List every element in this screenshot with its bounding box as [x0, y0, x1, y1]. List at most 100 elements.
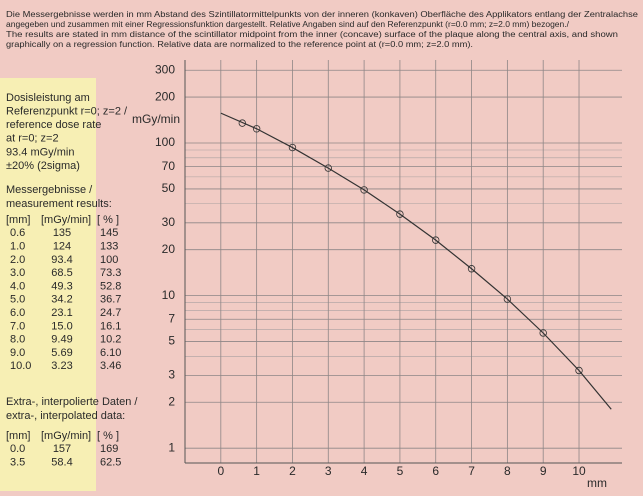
y-tick-label: 100 — [155, 135, 175, 149]
y-tick-label: 2 — [168, 394, 175, 408]
y-tick-label: 20 — [162, 242, 176, 256]
table-cell: 135 — [53, 227, 71, 239]
table-cell: 169 — [100, 443, 118, 455]
table-cell: 5.0 — [10, 294, 25, 306]
table-cell: 3.46 — [100, 360, 121, 372]
measured-point — [396, 210, 404, 218]
measured-point — [238, 119, 247, 127]
table-cell: 93.4 — [51, 254, 72, 266]
table-cell: 6.10 — [100, 347, 121, 359]
y-tick-label: 300 — [155, 62, 175, 76]
panel-text: Extra-, interpolierte Daten / — [6, 396, 138, 408]
table-cell: 24.7 — [100, 307, 121, 319]
x-tick-label: 8 — [504, 464, 511, 478]
y-tick-label: 200 — [155, 89, 175, 103]
table-cell: 52.8 — [100, 280, 121, 292]
table-header: [ % ] — [97, 214, 119, 226]
table-cell: 1.0 — [10, 241, 25, 253]
table-cell: 58.4 — [51, 457, 72, 469]
measured-point — [324, 164, 332, 172]
table-cell: 62.5 — [100, 457, 121, 469]
y-tick-label: 3 — [168, 368, 175, 382]
header-line: The results are stated in mm distance of… — [6, 30, 618, 39]
x-tick-label: 7 — [468, 464, 475, 478]
table-cell: 2.0 — [10, 254, 25, 266]
panel-text: reference dose rate — [6, 119, 101, 131]
measured-point — [252, 125, 261, 133]
measured-point — [288, 143, 297, 152]
panel-text: 93.4 mGy/min — [6, 146, 74, 158]
table-cell: 7.0 — [10, 320, 25, 332]
y-axis-label: mGy/min — [132, 112, 180, 126]
panel-text: extra-, interpolated data: — [6, 410, 125, 422]
table-cell: 145 — [100, 227, 118, 239]
table-cell: 23.1 — [51, 307, 72, 319]
panel-text: at r=0; z=2 — [6, 133, 59, 145]
table-cell: 16.1 — [100, 320, 121, 332]
table-cell: 9.49 — [51, 334, 72, 346]
measured-point — [575, 366, 583, 375]
table-cell: 3.0 — [10, 267, 25, 279]
measured-point — [432, 236, 440, 244]
x-tick-label: 10 — [572, 464, 586, 478]
panel-highlight — [0, 78, 96, 491]
table-cell: 100 — [100, 254, 118, 266]
measured-point — [539, 329, 547, 337]
measured-point — [467, 265, 476, 273]
panel-text: ±20% (2sigma) — [6, 160, 80, 172]
y-tick-label: 10 — [162, 288, 176, 302]
table-header: [ % ] — [97, 430, 119, 442]
y-tick-label: 7 — [168, 311, 175, 325]
y-tick-label: 50 — [162, 181, 176, 195]
table-cell: 36.7 — [100, 294, 121, 306]
table-cell: 124 — [53, 241, 71, 253]
x-tick-label: 5 — [397, 464, 404, 478]
y-tick-label: 1 — [168, 440, 175, 454]
table-cell: 5.69 — [51, 347, 72, 359]
header-line: angegeben und zusammen mit einer Regress… — [6, 20, 570, 29]
table-header: [mm] — [6, 214, 30, 226]
table-header: [mm] — [6, 430, 30, 442]
measured-point — [503, 295, 512, 303]
table-cell: 9.0 — [10, 347, 25, 359]
x-tick-label: 2 — [289, 464, 296, 478]
x-axis-label: mm — [587, 476, 607, 490]
table-cell: 157 — [53, 443, 71, 455]
table-cell: 15.0 — [51, 320, 72, 332]
panel-text: Dosisleistung am — [6, 92, 90, 104]
regression-curve — [220, 112, 612, 410]
x-tick-label: 0 — [217, 464, 224, 478]
x-tick-label: 4 — [361, 464, 368, 478]
table-cell: 3.23 — [51, 360, 72, 372]
table-cell: 68.5 — [51, 267, 72, 279]
panel-text: Messergebnisse / — [6, 184, 93, 196]
table-cell: 133 — [100, 241, 118, 253]
table-cell: 73.3 — [100, 267, 121, 279]
panel-text: Referenzpunkt r=0; z=2 / — [6, 106, 128, 118]
y-tick-label: 70 — [162, 159, 176, 173]
x-tick-label: 6 — [432, 464, 439, 478]
y-tick-label: 30 — [162, 215, 176, 229]
measured-point — [360, 186, 368, 194]
table-cell: 3.5 — [10, 457, 25, 469]
x-tick-label: 9 — [540, 464, 547, 478]
y-tick-label: 5 — [168, 334, 175, 348]
x-tick-label: 3 — [325, 464, 332, 478]
table-cell: 8.0 — [10, 334, 25, 346]
header-line: graphically on a regression function. Re… — [6, 40, 473, 49]
table-cell: 4.0 — [10, 280, 25, 292]
table-header: [mGy/min] — [41, 430, 91, 442]
panel-text: measurement results: — [6, 198, 112, 210]
table-cell: 10.2 — [100, 334, 121, 346]
table-cell: 6.0 — [10, 307, 25, 319]
header-line: Die Messergebnisse werden in mm Abstand … — [6, 10, 639, 19]
table-cell: 34.2 — [51, 294, 72, 306]
table-cell: 0.6 — [10, 227, 25, 239]
x-tick-label: 1 — [253, 464, 260, 478]
table-cell: 10.0 — [10, 360, 31, 372]
table-header: [mGy/min] — [41, 214, 91, 226]
table-cell: 49.3 — [51, 280, 72, 292]
table-cell: 0.0 — [10, 443, 25, 455]
